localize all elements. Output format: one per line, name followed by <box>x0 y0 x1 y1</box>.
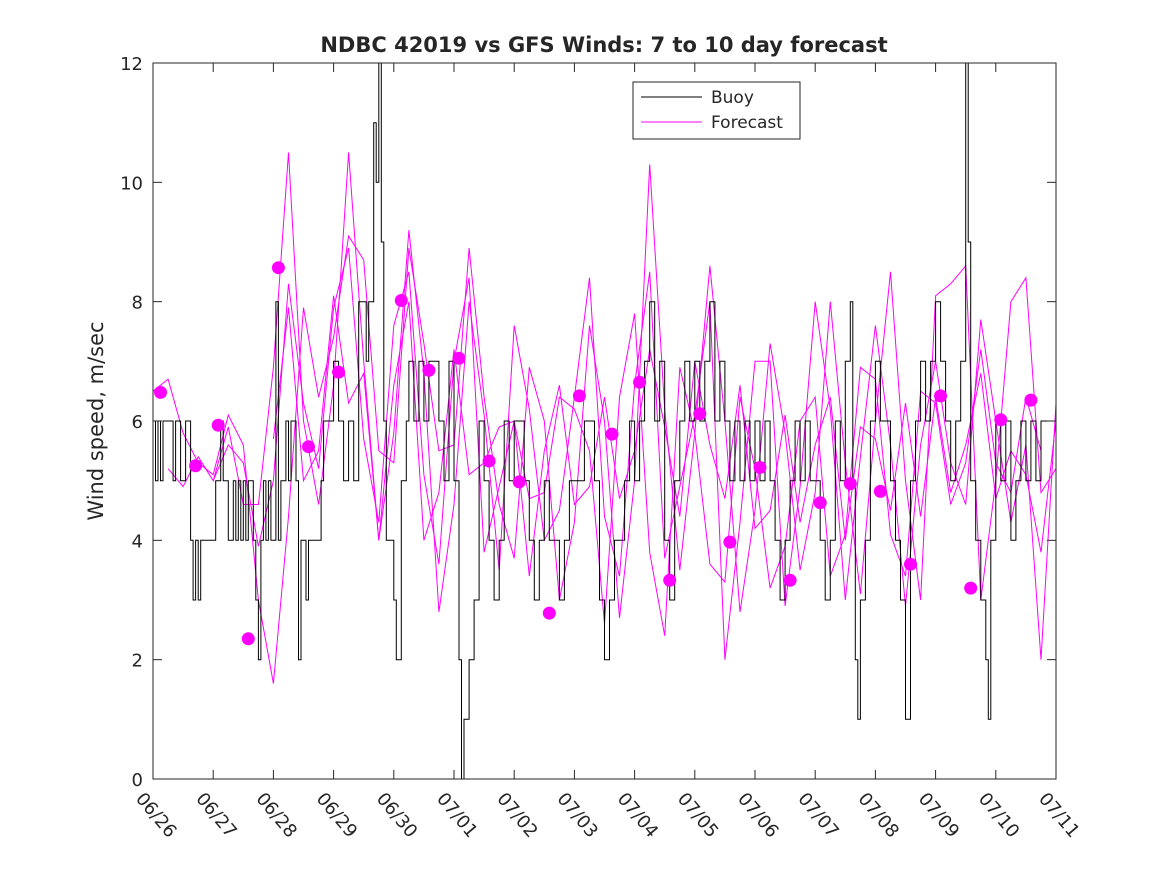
y-tick-label-8: 8 <box>132 293 143 314</box>
forecast-marker-19 <box>723 535 737 549</box>
forecast-marker-8 <box>394 294 408 307</box>
forecast-run-3 <box>212 247 1042 636</box>
y-tick-label-12: 12 <box>120 54 143 75</box>
legend-label-buoy: Buoy <box>711 88 754 108</box>
forecast-marker-1 <box>154 385 167 399</box>
y-tick-label-4: 4 <box>132 531 143 552</box>
forecast-marker-3 <box>211 418 225 432</box>
forecast-marker-10 <box>452 351 466 365</box>
forecast-marker-2 <box>189 459 203 473</box>
forecast-marker-24 <box>873 484 887 498</box>
forecast-run-1 <box>152 164 1057 684</box>
forecast-marker-22 <box>813 496 827 510</box>
forecast-marker-23 <box>843 477 857 491</box>
chart-title: NDBC 42019 vs GFS Winds: 7 to 10 day for… <box>320 33 887 57</box>
forecast-run-2 <box>167 152 1057 660</box>
legend-box <box>632 81 801 140</box>
y-tick-label-6: 6 <box>132 412 143 433</box>
buoy-series-line <box>153 62 1056 780</box>
forecast-marker-28 <box>994 413 1008 427</box>
forecast-marker-9 <box>422 363 436 377</box>
forecast-marker-20 <box>753 461 767 474</box>
y-tick-label-10: 10 <box>120 173 143 194</box>
forecast-marker-11 <box>482 454 496 468</box>
forecast-marker-7 <box>332 365 346 379</box>
forecast-marker-13 <box>542 606 556 620</box>
forecast-marker-4 <box>241 632 255 646</box>
legend-label-forecast: Forecast <box>711 113 783 133</box>
y-tick-label-2: 2 <box>132 651 143 672</box>
forecast-marker-29 <box>1024 393 1038 407</box>
forecast-marker-21 <box>783 573 797 587</box>
forecast-marker-6 <box>302 440 315 454</box>
forecast-marker-18 <box>693 407 707 421</box>
forecast-marker-14 <box>572 389 586 403</box>
y-tick-label-0: 0 <box>132 770 143 791</box>
forecast-marker-12 <box>512 475 526 489</box>
forecast-marker-26 <box>934 389 948 403</box>
forecast-marker-17 <box>663 573 677 587</box>
forecast-marker-15 <box>605 427 619 441</box>
legend: Buoy Forecast <box>632 81 801 140</box>
forecast-marker-25 <box>904 557 917 571</box>
forecast-marker-16 <box>633 375 647 389</box>
plot-series <box>152 62 1057 780</box>
y-axis-label: Wind speed, m/sec <box>84 321 108 520</box>
forecast-marker-5 <box>271 261 285 275</box>
forecast-marker-27 <box>964 581 978 595</box>
